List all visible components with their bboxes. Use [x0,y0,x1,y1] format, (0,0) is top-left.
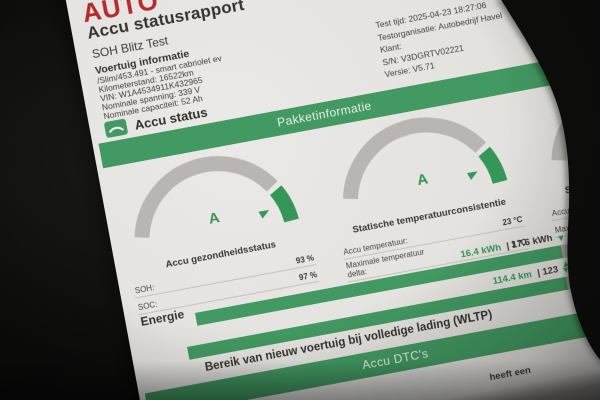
cut-text-fragment: heeft een [488,364,532,384]
energy-km-total: | 123 [536,264,560,279]
test-info-block: Test tijd: 2025-04-23 18:27:06 Testorgan… [374,0,510,81]
row-value: 23 °C [501,214,524,228]
row-value: 93 % [295,253,315,266]
marker-down-icon [561,265,571,275]
accu-status-icon [104,118,128,138]
report-paper: AUTO Accu statusrapport SOH Blitz Test V… [58,0,600,400]
row-label: SOC: [137,299,159,313]
row-label: SOH: [134,283,156,296]
marker-down-icon [556,233,566,243]
